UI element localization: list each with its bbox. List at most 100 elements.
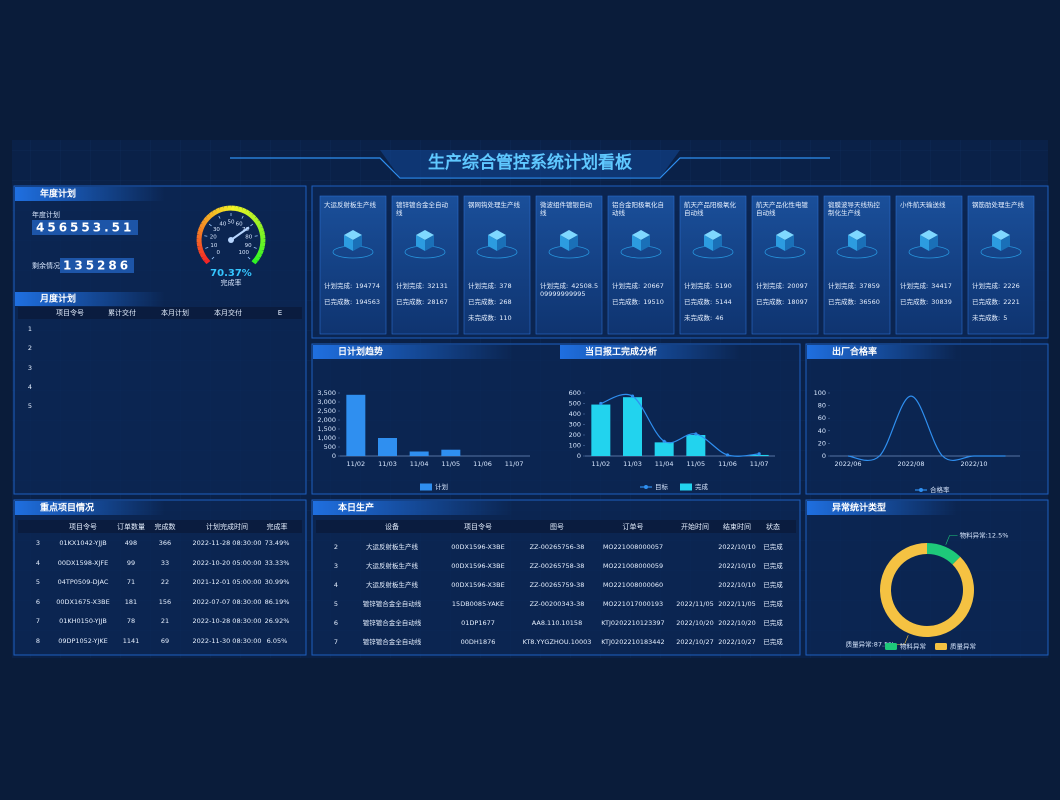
card-icon — [776, 235, 785, 251]
line-item: 计划完成: 2226 — [972, 282, 1032, 290]
item-value: 20097 — [787, 282, 808, 290]
item-label: 计划完成: — [324, 282, 353, 290]
x-tick-label: 2022/06 — [834, 460, 861, 468]
y-tick-label: 100 — [569, 442, 581, 450]
card-icon — [641, 235, 650, 251]
table-header: 计划完成时间 — [206, 523, 248, 531]
gauge-arc — [259, 230, 266, 236]
y-tick-label: 80 — [818, 402, 826, 410]
item-label: 已完成数: — [396, 298, 425, 306]
legend-swatch — [420, 483, 432, 491]
item-label: 计划完成: — [900, 282, 929, 290]
table-cell: 00DX1598-XJFE — [57, 558, 109, 567]
y-tick-label: 2,000 — [317, 416, 336, 424]
item-value: 5190 — [715, 282, 732, 290]
table-cell: 09DP1052-YJKE — [58, 636, 108, 645]
x-tick-label: 2022/08 — [897, 460, 924, 468]
table-cell: 73.49% — [264, 539, 290, 547]
item-label: 计划完成: — [756, 282, 785, 290]
card-icon — [425, 235, 434, 251]
remain-label: 剩余情况 — [32, 261, 60, 270]
item-value: 194774 — [355, 282, 381, 290]
table-cell: 8 — [35, 636, 41, 645]
legend-label: 物料异常 — [900, 642, 926, 651]
gauge-arc — [251, 258, 258, 265]
line-name: 小件航天输送线 — [900, 201, 946, 209]
table-header: 项目令号 — [69, 523, 97, 531]
point — [725, 453, 730, 457]
line-name: 航天产品化性电镀自动线 — [756, 201, 808, 217]
table-cell: 3 — [333, 562, 339, 570]
table-cell: 01KH0150-YJJB — [59, 617, 107, 625]
table-cell: 00DX1596-X3BE — [451, 581, 505, 589]
table-cell: 2022-11-30 08:30:00 — [192, 636, 262, 645]
panel-title: 当日报工完成分析 — [585, 346, 657, 358]
item-value: 20667 — [643, 282, 664, 290]
table-header: 图号 — [550, 523, 564, 531]
card-icon — [920, 235, 929, 251]
x-tick-label: 11/02 — [591, 460, 610, 468]
gauge-arc — [258, 245, 265, 251]
card-icon — [497, 235, 506, 251]
gauge-arc — [215, 207, 222, 214]
gauge-tick-label: 50 — [228, 220, 235, 226]
table-cell: 156 — [158, 597, 172, 606]
item-value: 194563 — [355, 298, 381, 306]
card-icon — [569, 235, 578, 251]
table-cell: 33.33% — [264, 558, 290, 567]
gauge-arc — [201, 219, 208, 226]
item-label: 已完成数: — [972, 298, 1001, 306]
point — [662, 439, 666, 443]
item-value: 42508.509999999995 — [540, 282, 599, 298]
gauge-arc — [257, 248, 264, 255]
y-tick-label: 20 — [818, 439, 826, 447]
line-card — [319, 195, 387, 335]
x-tick-label: 11/03 — [378, 460, 397, 468]
legend-swatch — [935, 643, 947, 650]
table-cell: AA8.110.10158 — [531, 619, 583, 627]
pie-leader — [945, 535, 958, 545]
table-cell: 69 — [160, 636, 170, 645]
item-label: 已完成数: — [324, 298, 353, 306]
table-cell: 2022/10/27 — [718, 638, 756, 646]
table-cell: 21 — [160, 617, 170, 625]
x-tick-label: 11/02 — [346, 460, 365, 468]
line-item: 计划完成: 37859 — [828, 282, 888, 290]
table-cell: 2022/10/10 — [718, 543, 756, 551]
gauge-arc — [249, 213, 257, 221]
gauge-arc — [203, 216, 210, 223]
card-icon — [713, 235, 722, 251]
line-item: 未完成数: 110 — [468, 314, 528, 322]
table-cell: KTJ0202210183442 — [601, 638, 665, 646]
card-icon — [488, 235, 497, 251]
item-label: 计划完成: — [684, 282, 713, 290]
line-item: 已完成数: 36560 — [828, 298, 888, 306]
y-tick-label: 0 — [822, 452, 826, 460]
table-cell: 大运反射板生产线 — [366, 581, 418, 589]
table-cell: 22 — [160, 578, 170, 586]
item-value: 5144 — [715, 298, 732, 306]
pie-label: 质量异常:87.5% — [846, 640, 895, 649]
item-label: 已完成数: — [828, 298, 857, 306]
gauge-tick-label: 30 — [213, 227, 220, 233]
gauge-arc — [258, 227, 265, 233]
table-cell: 7 — [333, 638, 339, 646]
table-cell: 6 — [35, 597, 41, 606]
table-cell: 86.19% — [264, 597, 290, 606]
line-card — [679, 195, 747, 335]
line — [600, 393, 760, 457]
pie-leader — [896, 635, 909, 645]
y-tick-label: 2,500 — [317, 407, 336, 415]
line-name: 镀锌镀合金全自动线 — [396, 201, 448, 217]
item-label: 计划完成: — [972, 282, 1001, 290]
x-tick-label: 11/05 — [686, 460, 705, 468]
table-cell: 镀锌镀合金全自动线 — [362, 638, 422, 646]
item-value: 110 — [499, 314, 512, 322]
gauge-label: 完成率 — [221, 278, 242, 287]
item-label: 计划完成: — [396, 282, 425, 290]
table-cell: 5 — [333, 600, 339, 608]
gauge-tick — [250, 223, 254, 227]
x-tick-label: 11/05 — [441, 460, 460, 468]
item-label: 计划完成: — [468, 282, 497, 290]
line-item: 已完成数: 28167 — [396, 298, 456, 306]
